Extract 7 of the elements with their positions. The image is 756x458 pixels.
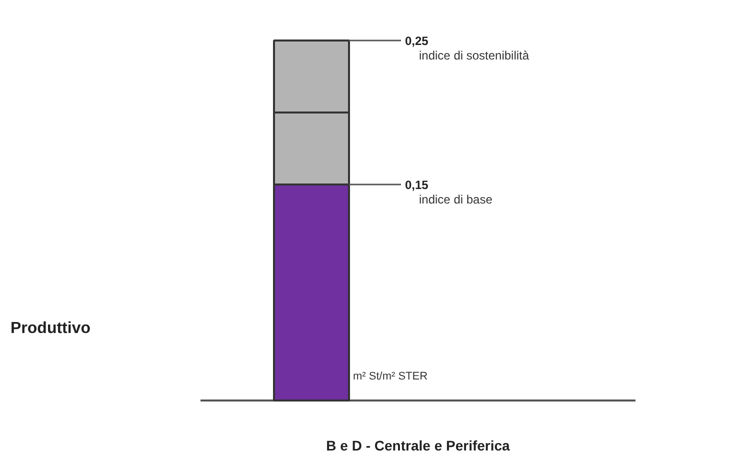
y-tick-label: 0,25 <box>405 34 429 48</box>
x-axis-title: B e D - Centrale e Periferica <box>326 438 510 454</box>
annotation: m² St/m² STER <box>353 370 428 382</box>
text: Produttivo <box>10 320 91 337</box>
y-tick-label: 0,15 <box>405 178 429 192</box>
ref-line-label: indice di sostenibilità <box>419 48 530 62</box>
ref-line-label: indice di base <box>419 192 493 206</box>
